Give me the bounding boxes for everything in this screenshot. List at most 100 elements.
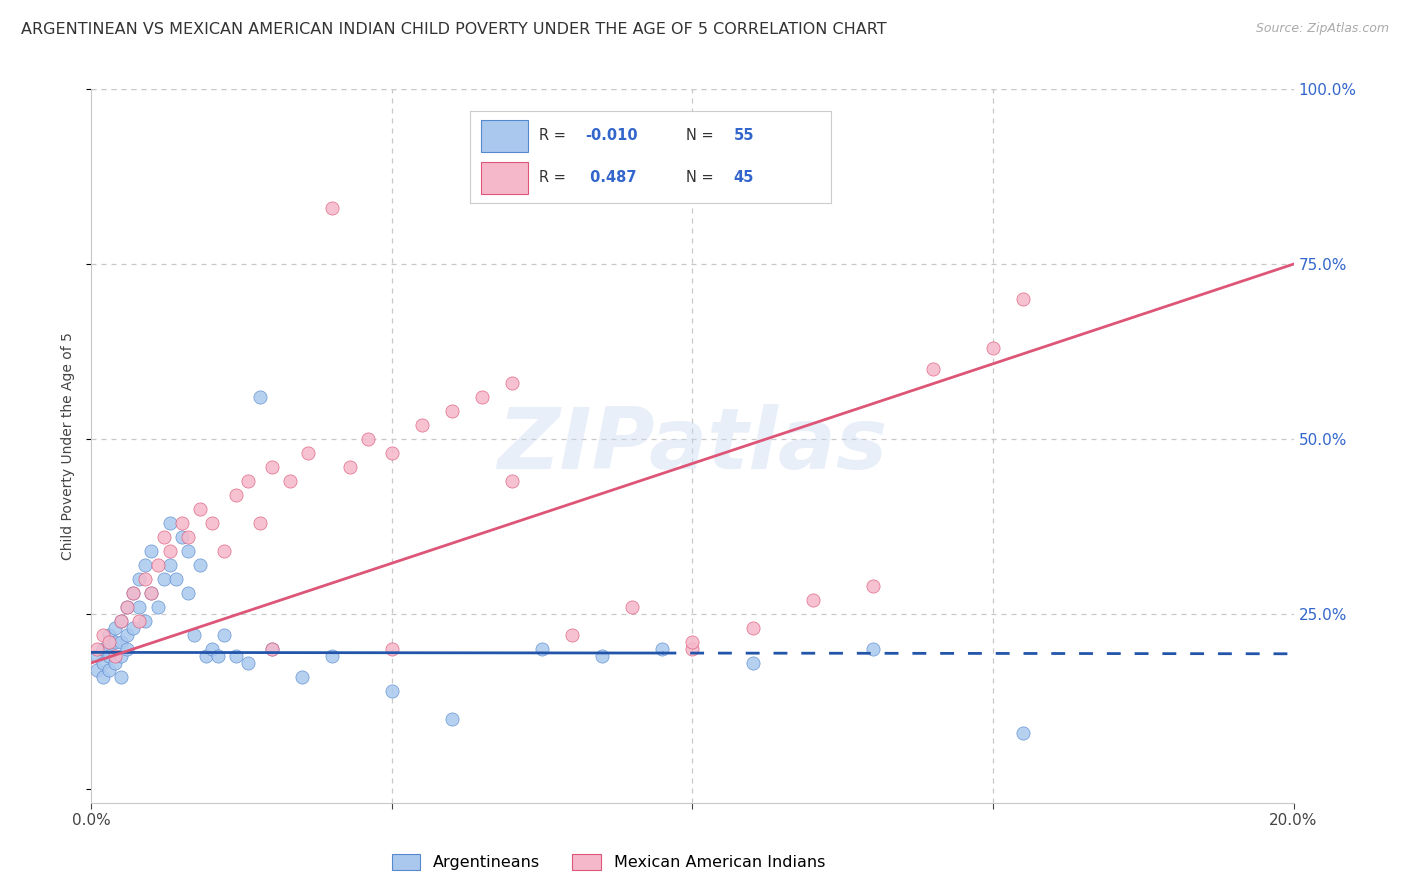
Point [159, 516, 181, 530]
Point [93, 641, 115, 656]
Point [159, 558, 181, 572]
Text: Source: ZipAtlas.com: Source: ZipAtlas.com [1256, 22, 1389, 36]
Point [381, 641, 404, 656]
Point [141, 586, 163, 600]
Point [225, 648, 247, 663]
Point [122, 586, 145, 600]
Point [440, 712, 463, 726]
Point [176, 544, 198, 558]
Point [86, 663, 108, 677]
Point [165, 572, 187, 586]
Point [381, 684, 404, 698]
Point [170, 516, 193, 530]
Point [93, 628, 115, 642]
Point [122, 586, 145, 600]
Point [501, 474, 523, 488]
Point [194, 648, 217, 663]
Point [591, 648, 613, 663]
Point [141, 544, 163, 558]
Point [117, 599, 139, 614]
Point [134, 614, 156, 628]
Legend: Argentineans, Mexican American Indians: Argentineans, Mexican American Indians [385, 847, 831, 877]
Point [440, 404, 463, 418]
Point [110, 670, 132, 684]
Point [110, 614, 132, 628]
Point [86, 641, 108, 656]
Point [146, 558, 169, 572]
Point [471, 390, 494, 404]
Point [146, 599, 169, 614]
Point [176, 530, 198, 544]
Point [201, 641, 224, 656]
Point [260, 460, 283, 475]
Point [117, 641, 139, 656]
Point [98, 628, 121, 642]
Point [621, 599, 644, 614]
Point [188, 502, 211, 516]
Point [922, 362, 945, 376]
Point [128, 572, 150, 586]
Point [278, 474, 301, 488]
Point [134, 572, 156, 586]
Point [411, 417, 433, 432]
Point [110, 614, 132, 628]
Point [93, 670, 115, 684]
Point [981, 341, 1004, 355]
Point [291, 670, 314, 684]
Point [170, 530, 193, 544]
Point [357, 432, 380, 446]
Point [297, 446, 319, 460]
Point [260, 641, 283, 656]
Point [501, 376, 523, 390]
Point [249, 516, 271, 530]
Point [741, 656, 763, 670]
Point [117, 628, 139, 642]
Point [741, 621, 763, 635]
Point [176, 586, 198, 600]
Point [681, 635, 703, 649]
Point [381, 446, 404, 460]
Point [212, 544, 235, 558]
Point [249, 390, 271, 404]
Point [128, 614, 150, 628]
Point [212, 628, 235, 642]
Point [104, 648, 127, 663]
Point [152, 530, 174, 544]
Point [134, 558, 156, 572]
Point [98, 641, 121, 656]
Point [321, 648, 343, 663]
Point [98, 663, 121, 677]
Point [531, 641, 554, 656]
Point [201, 516, 224, 530]
Point [93, 656, 115, 670]
Point [159, 544, 181, 558]
Point [236, 656, 259, 670]
Point [207, 648, 229, 663]
Point [1012, 292, 1035, 306]
Text: ZIPatlas: ZIPatlas [498, 404, 887, 488]
Point [321, 201, 343, 215]
Point [141, 586, 163, 600]
Point [98, 635, 121, 649]
Point [651, 641, 673, 656]
Point [128, 599, 150, 614]
Point [862, 579, 884, 593]
Point [122, 621, 145, 635]
Point [86, 648, 108, 663]
Point [862, 641, 884, 656]
Y-axis label: Child Poverty Under the Age of 5: Child Poverty Under the Age of 5 [62, 332, 76, 560]
Point [110, 635, 132, 649]
Point [1012, 726, 1035, 740]
Point [801, 593, 824, 607]
Point [260, 641, 283, 656]
Point [104, 635, 127, 649]
Point [681, 641, 703, 656]
Point [183, 628, 205, 642]
Point [104, 656, 127, 670]
Point [225, 488, 247, 502]
Point [561, 628, 583, 642]
Point [110, 648, 132, 663]
Point [104, 621, 127, 635]
Point [236, 474, 259, 488]
Text: ARGENTINEAN VS MEXICAN AMERICAN INDIAN CHILD POVERTY UNDER THE AGE OF 5 CORRELAT: ARGENTINEAN VS MEXICAN AMERICAN INDIAN C… [21, 22, 887, 37]
